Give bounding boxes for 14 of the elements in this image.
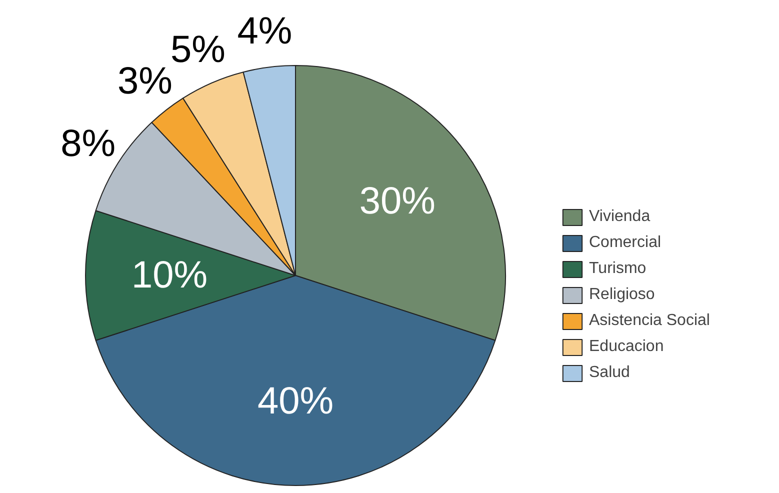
legend-label: Vivienda	[589, 208, 650, 226]
legend-label: Comercial	[589, 234, 662, 252]
data-label: 4%	[237, 10, 292, 53]
data-label: 30%	[359, 180, 436, 222]
legend-label: Educacion	[589, 338, 664, 356]
legend-label: Salud	[589, 364, 630, 382]
legend-label: Turismo	[589, 260, 646, 278]
data-label: 10%	[131, 254, 208, 296]
data-label: 40%	[257, 380, 334, 422]
legend-label: Religioso	[589, 286, 655, 304]
data-label: 5%	[170, 29, 226, 72]
data-label: 8%	[60, 122, 116, 165]
legend-label: Asistencia Social	[589, 312, 710, 330]
data-label: 3%	[117, 60, 172, 102]
